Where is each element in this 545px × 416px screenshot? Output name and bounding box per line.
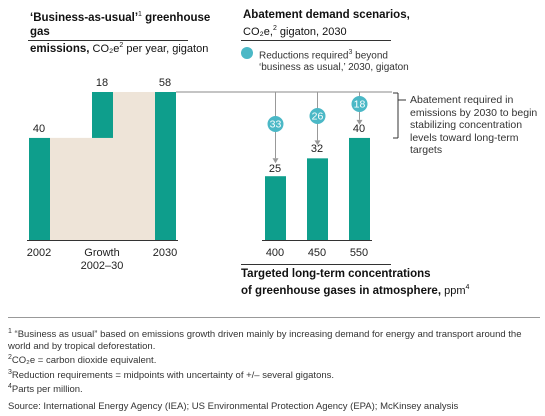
footnote-rule bbox=[8, 317, 540, 318]
tick-label-2030: 2030 bbox=[152, 247, 178, 259]
bar-growth bbox=[92, 92, 113, 138]
right-x-axis-title: Targeted long-term concentrations of gre… bbox=[241, 268, 470, 297]
right-title-rule bbox=[241, 40, 391, 41]
footnote-3: 3Reduction requirements = midpoints with… bbox=[8, 368, 335, 381]
bar-550 bbox=[349, 137, 370, 240]
bar-400 bbox=[265, 176, 286, 240]
value-label-400: 25 bbox=[268, 163, 282, 175]
reduction-badge-450 bbox=[309, 108, 326, 124]
arrowhead-400-icon bbox=[272, 158, 279, 164]
value-label-growth: 18 bbox=[95, 77, 109, 89]
xlabel-rule bbox=[241, 264, 391, 265]
growth-area bbox=[50, 92, 155, 240]
tick-label-550: 550 bbox=[349, 247, 369, 259]
left-title-rule bbox=[28, 40, 188, 41]
footnote-2: 2CO₂e = carbon dioxide equivalent. bbox=[8, 354, 157, 367]
value-label-2030: 58 bbox=[158, 77, 172, 89]
legend-dot-icon bbox=[241, 47, 253, 59]
tick-label-growth: Growth 2002–30 bbox=[80, 247, 124, 272]
left-chart-title: ‘Business-as-usual’1 greenhouse gas emis… bbox=[30, 11, 211, 55]
reduction-label-450: 26 bbox=[312, 111, 324, 123]
bar-450 bbox=[307, 158, 328, 240]
chart-canvas: 33 26 18 bbox=[27, 91, 406, 241]
legend-text: Reductions required3 beyond ‘business as… bbox=[259, 49, 409, 74]
value-label-2002: 40 bbox=[32, 123, 46, 135]
reduction-label-400: 33 bbox=[270, 119, 282, 131]
footnotes: 1 “Business as usual” based on emissions… bbox=[8, 326, 528, 413]
bar-2030 bbox=[155, 92, 176, 240]
footnote-4: 4Parts per million. bbox=[8, 383, 83, 396]
reduction-label-550: 18 bbox=[354, 99, 366, 111]
arrowhead-550-icon bbox=[356, 119, 363, 125]
tick-label-450: 450 bbox=[307, 247, 327, 259]
value-label-550: 40 bbox=[352, 123, 366, 135]
bar-2002 bbox=[29, 137, 50, 240]
right-chart-title: Abatement demand scenarios, CO₂e,2 gigat… bbox=[243, 9, 410, 38]
source-line: Source: International Energy Agency (IEA… bbox=[8, 401, 459, 413]
reduction-badge-550 bbox=[351, 96, 368, 112]
abatement-annotation: Abatement required in emissions by 2030 … bbox=[410, 94, 538, 156]
arrowhead-450-icon bbox=[314, 140, 321, 146]
reduction-badge-400 bbox=[267, 116, 284, 132]
footnote-1: 1 “Business as usual” based on emissions… bbox=[8, 328, 522, 352]
tick-label-400: 400 bbox=[265, 247, 285, 259]
tick-label-2002: 2002 bbox=[26, 247, 52, 259]
value-label-450: 32 bbox=[310, 143, 324, 155]
